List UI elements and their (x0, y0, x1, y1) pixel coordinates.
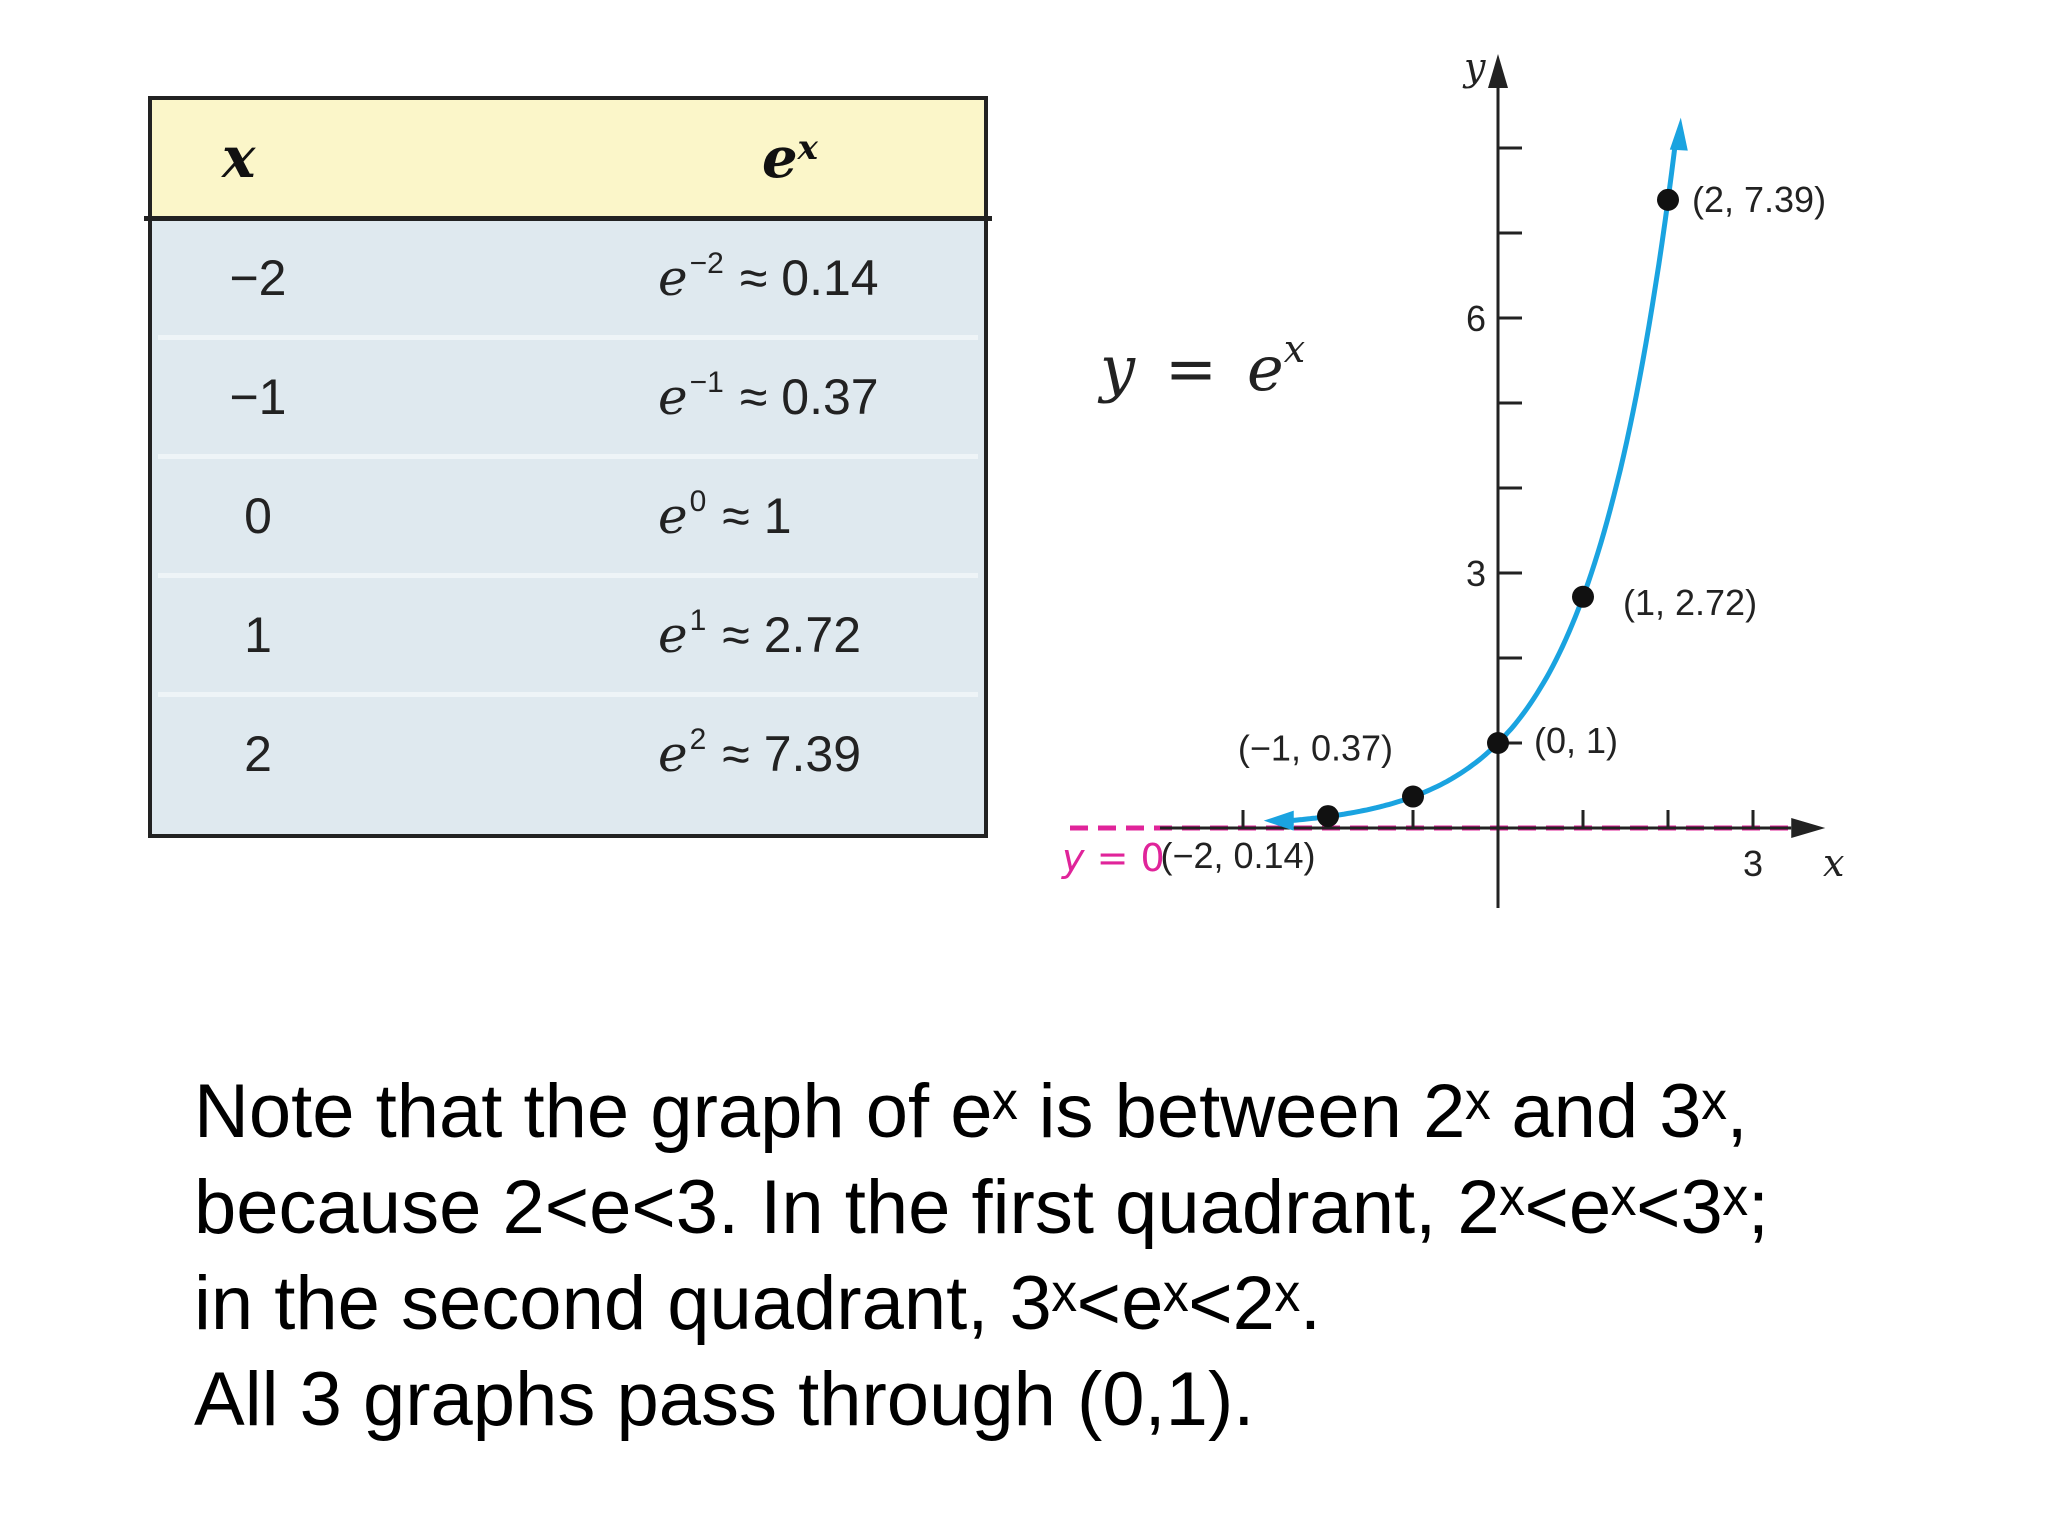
cell-ex: e−2 ≈0.14 (658, 247, 879, 307)
cell-x: −2 (229, 250, 287, 306)
data-point (1657, 188, 1679, 211)
header-x: x (222, 125, 256, 191)
data-point (1572, 585, 1594, 608)
x-axis-label: x (1823, 841, 1844, 885)
y-axis-arrow (1488, 54, 1508, 88)
table-row: 1 e1 ≈2.72 (158, 578, 978, 697)
point-label: (−2, 0.14) (1160, 835, 1315, 876)
y-axis-label: y (1462, 45, 1486, 89)
header-divider (144, 216, 992, 221)
point-label: (1, 2.72) (1623, 582, 1757, 623)
data-point (1402, 785, 1424, 808)
cell-ex: e2 ≈7.39 (658, 723, 862, 783)
cell-ex: e−1 ≈0.37 (658, 366, 879, 426)
note-line: All 3 graphs pass through (0,1). (194, 1357, 1255, 1442)
data-point (1487, 732, 1509, 754)
header-ex: ex (762, 125, 818, 191)
curve-arrow-up (1669, 117, 1688, 151)
equation-label: y = ex (1100, 327, 1306, 405)
table-row: 0 e0 ≈1 (158, 459, 978, 578)
table-header: x ex (144, 100, 992, 221)
x-tick-label: 3 (1743, 843, 1763, 884)
cell-ex: e0 ≈1 (658, 485, 792, 545)
note-line: because 2<e<3. In the first quadrant, 2ˣ… (194, 1165, 1769, 1250)
curve-line (1289, 147, 1678, 824)
asymptote-label: y = 0 (1062, 836, 1165, 880)
note-line: in the second quadrant, 3ˣ<eˣ<2ˣ. (194, 1261, 1321, 1346)
curve-arrow-left (1263, 810, 1294, 831)
table-row: −1 e−1 ≈0.37 (158, 340, 978, 459)
cell-x: 0 (244, 488, 272, 544)
point-label: (2, 7.39) (1692, 179, 1826, 220)
point-label: (0, 1) (1534, 720, 1618, 761)
point-label: (−1, 0.37) (1238, 728, 1393, 769)
cell-ex: e1 ≈2.72 (658, 604, 862, 664)
x-axis-arrow (1791, 818, 1826, 838)
note-text: Note that the graph of eˣ is between 2ˣ … (194, 1064, 1954, 1448)
data-point (1317, 805, 1339, 828)
table-row: −2 e−2 ≈0.14 (158, 221, 978, 340)
cell-x: −1 (229, 369, 287, 425)
value-table: x ex −2 e−2 ≈0.14 −1 e−1 ≈0.37 0 e0 ≈1 1 e1 ≈2.72 2 e… (144, 96, 992, 838)
table-row: 2 e2 ≈7.39 (158, 697, 978, 811)
exponential-graph: 3 3 6 x y (−2, 0.14) (−1, 0.37) (0, 1) (1, 2.72)… (1070, 45, 1844, 908)
y-tick-label: 3 (1466, 553, 1486, 594)
cell-x: 1 (244, 607, 272, 663)
cell-x: 2 (244, 726, 272, 782)
note-line: Note that the graph of eˣ is between 2ˣ … (194, 1069, 1748, 1154)
y-tick-label: 6 (1466, 298, 1486, 339)
